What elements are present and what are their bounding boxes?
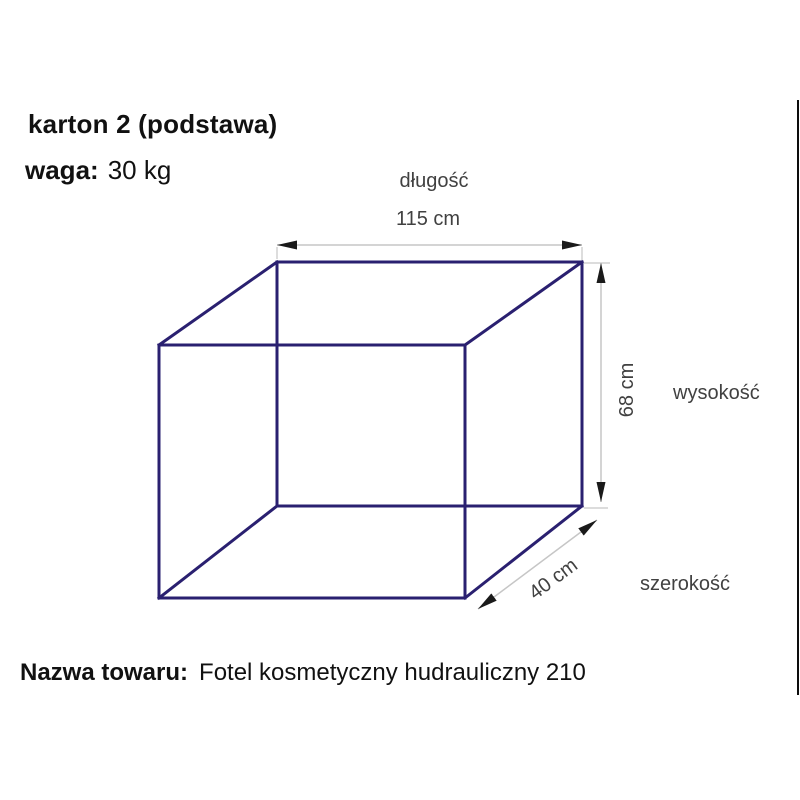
- box-front-face: [157, 343, 467, 600]
- weight-value: 30 kg: [107, 155, 172, 185]
- weight-label: waga:: [25, 155, 99, 185]
- carton-weight: waga: 30 kg: [25, 156, 171, 185]
- product-name-value: Fotel kosmetyczny hudrauliczny 210: [199, 659, 586, 686]
- width-value: 40 cm: [525, 554, 582, 604]
- carton-title: karton 2 (podstawa): [28, 109, 278, 139]
- box-connecting-edges: [156, 259, 585, 601]
- extension-lines: [276, 247, 610, 509]
- length-label: długość: [400, 170, 469, 192]
- height-label: wysokość: [672, 382, 760, 404]
- carton-box-wireframe: [156, 259, 585, 601]
- width-dimension-line: [477, 519, 598, 610]
- length-value: 115 cm: [396, 208, 460, 230]
- box-back-face: [275, 260, 584, 508]
- product-name-line: Nazwa towaru: Fotel kosmetyczny hudraulic…: [20, 659, 586, 687]
- product-name-label: Nazwa towaru:: [20, 659, 189, 686]
- height-value: 68 cm: [616, 363, 638, 417]
- width-label: szerokość: [640, 573, 730, 595]
- page-edge-line: [797, 100, 799, 695]
